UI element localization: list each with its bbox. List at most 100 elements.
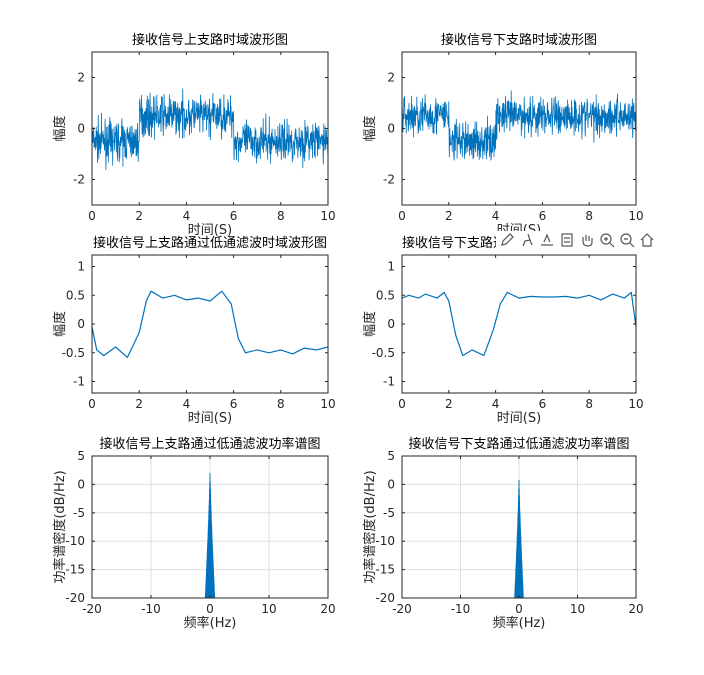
chart-title: 接收信号下支路通过低通滤波功率谱图 [408, 436, 629, 452]
y-tick-label: -0.5 [62, 346, 85, 360]
series-line [514, 479, 524, 598]
x-axis-label: 时间(S) [497, 411, 541, 426]
x-tick-label: 8 [277, 397, 285, 411]
chart-5: -20 -10 0 10 20 -20 -15 -10 -5 0 5 接收信号上支路通过低通滤波功率谱… [52, 436, 336, 631]
y-tick-label: -15 [375, 563, 395, 577]
x-tick-label: 0 [398, 397, 406, 411]
zoom-out-button[interactable] [618, 231, 636, 249]
x-tick-label: 10 [320, 397, 335, 411]
x-tick-label: 2 [445, 397, 453, 411]
plot-area [92, 255, 328, 393]
x-tick-label: 2 [135, 209, 143, 223]
brush-icon [522, 233, 533, 247]
chart-6: -20 -10 0 10 20 -20 -15 -10 -5 0 5 接收信号下支路通过低通滤波功率谱… [362, 436, 644, 631]
x-tick-label: -10 [451, 602, 471, 616]
y-tick-label: -0.5 [372, 346, 395, 360]
chart-title: 接收信号上支路通过低通滤波时域波形图 [93, 235, 327, 251]
x-tick-label: 10 [628, 397, 643, 411]
x-axis-label: 时间(S) [188, 411, 232, 426]
y-tick-label: -1 [383, 375, 395, 389]
x-tick-label: 10 [570, 602, 585, 616]
y-axis-label: 幅度 [52, 115, 68, 141]
plot-area [402, 255, 636, 393]
x-tick-label: 0 [88, 397, 96, 411]
pan-icon [582, 235, 593, 247]
y-axis-label: 幅度 [362, 115, 378, 141]
y-tick-label: -15 [65, 563, 85, 577]
pan-button[interactable] [578, 231, 596, 249]
y-tick-label: -5 [73, 506, 85, 520]
x-axis-label: 频率(Hz) [184, 615, 237, 631]
zoom-in-icon [600, 233, 615, 248]
x-tick-label: 2 [135, 397, 143, 411]
brush-tool-button[interactable] [518, 231, 536, 249]
y-tick-label: -2 [73, 173, 85, 187]
y-tick-label: 0 [77, 122, 85, 136]
home-button[interactable] [638, 231, 656, 249]
x-tick-label: 20 [320, 602, 335, 616]
x-tick-label: -20 [82, 602, 102, 616]
x-tick-label: 6 [539, 209, 547, 223]
y-tick-label: -10 [375, 534, 395, 548]
x-tick-label: 20 [628, 602, 643, 616]
series-line [204, 472, 216, 598]
x-tick-label: 10 [628, 209, 643, 223]
x-tick-label: 6 [230, 209, 238, 223]
y-axis-label: 幅度 [52, 311, 68, 337]
axes-toolbar [496, 231, 658, 251]
series-line [92, 88, 328, 171]
y-tick-label: 0.5 [376, 288, 395, 302]
y-axis-label: 功率谱密度(dB/Hz) [52, 470, 68, 583]
x-tick-label: 4 [183, 397, 191, 411]
data-tip-icon [541, 233, 553, 246]
y-tick-label: 0 [77, 317, 85, 331]
y-tick-label: -5 [383, 506, 395, 520]
x-tick-label: 6 [230, 397, 238, 411]
series-line [402, 90, 636, 161]
x-tick-label: 10 [261, 602, 276, 616]
x-tick-label: 10 [320, 209, 335, 223]
x-tick-label: 6 [539, 397, 547, 411]
y-tick-label: -2 [383, 173, 395, 187]
series-line [402, 291, 636, 357]
edit-icon [501, 233, 514, 246]
legend-button[interactable] [558, 231, 576, 249]
x-tick-label: 0 [88, 209, 96, 223]
y-tick-label: 0 [387, 122, 395, 136]
legend-icon [561, 233, 573, 247]
x-tick-label: 0 [398, 209, 406, 223]
y-tick-label: -10 [65, 534, 85, 548]
chart-title: 接收信号上支路时域波形图 [132, 32, 288, 48]
chart-3: 0 2 4 6 8 10 -1 -0.5 0 0.5 1 接收信号上支路通过低通滤波时域波形图时间(S… [52, 235, 336, 426]
y-tick-label: 1 [387, 260, 395, 274]
x-tick-label: -10 [141, 602, 161, 616]
x-tick-label: 0 [515, 602, 523, 616]
chart-4: 0246810-1-0.500.51接收信号下支路通过低通滤波时域波形图时间(S… [362, 235, 644, 426]
x-tick-label: 0 [206, 602, 214, 616]
home-icon [640, 233, 654, 247]
x-tick-label: 8 [277, 209, 285, 223]
y-tick-label: -1 [73, 375, 85, 389]
y-tick-label: 0 [77, 477, 85, 491]
x-tick-label: 4 [492, 209, 500, 223]
y-tick-label: 0 [387, 317, 395, 331]
x-tick-label: 4 [183, 209, 191, 223]
y-axis-label: 功率谱密度(dB/Hz) [362, 470, 378, 583]
chart-title: 接收信号上支路通过低通滤波功率谱图 [99, 436, 320, 452]
x-axis-label: 频率(Hz) [493, 615, 546, 631]
x-tick-label: -20 [392, 602, 412, 616]
y-tick-label: -20 [65, 591, 85, 605]
plot-area [402, 52, 636, 205]
x-tick-label: 2 [445, 209, 453, 223]
zoom-in-button[interactable] [598, 231, 616, 249]
zoom-out-icon [620, 233, 635, 248]
data-tip-button[interactable] [538, 231, 556, 249]
chart-title: 接收信号下支路时域波形图 [441, 32, 597, 48]
y-tick-label: 1 [77, 260, 85, 274]
edit-tool-button[interactable] [498, 231, 516, 249]
y-tick-label: 2 [387, 71, 395, 85]
y-tick-label: 2 [77, 71, 85, 85]
